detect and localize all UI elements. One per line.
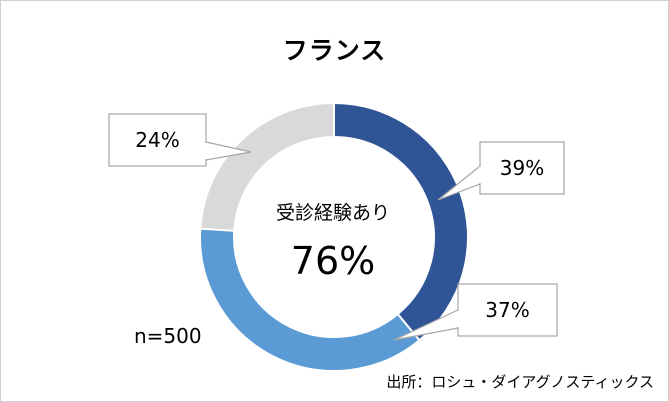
callout-39: 39% <box>437 141 565 201</box>
callout-39-label: 39% <box>500 156 544 180</box>
callout-39-box <box>479 141 565 195</box>
donut-slice-37 <box>199 227 421 372</box>
source-note: 出所：ロシュ・ダイアグノスティックス <box>386 373 654 391</box>
callout-37-label: 37% <box>485 298 529 322</box>
callout-37-box <box>457 283 558 337</box>
callout-24-box <box>108 113 207 167</box>
callout-24-label: 24% <box>135 128 179 152</box>
callout-37-pointer <box>393 309 459 341</box>
center-value: 76% <box>290 239 376 283</box>
callout-39-pointer <box>437 165 481 201</box>
donut-slice-39 <box>333 101 469 342</box>
callout-24-pointer <box>205 141 252 161</box>
center-label: 受診経験あり <box>275 202 390 224</box>
donut-slice-24 <box>199 101 335 232</box>
callout-37: 37% <box>393 283 558 341</box>
sample-size: n=500 <box>134 324 202 348</box>
callout-24: 24% <box>108 113 252 167</box>
chart-title: フランス <box>282 36 387 65</box>
